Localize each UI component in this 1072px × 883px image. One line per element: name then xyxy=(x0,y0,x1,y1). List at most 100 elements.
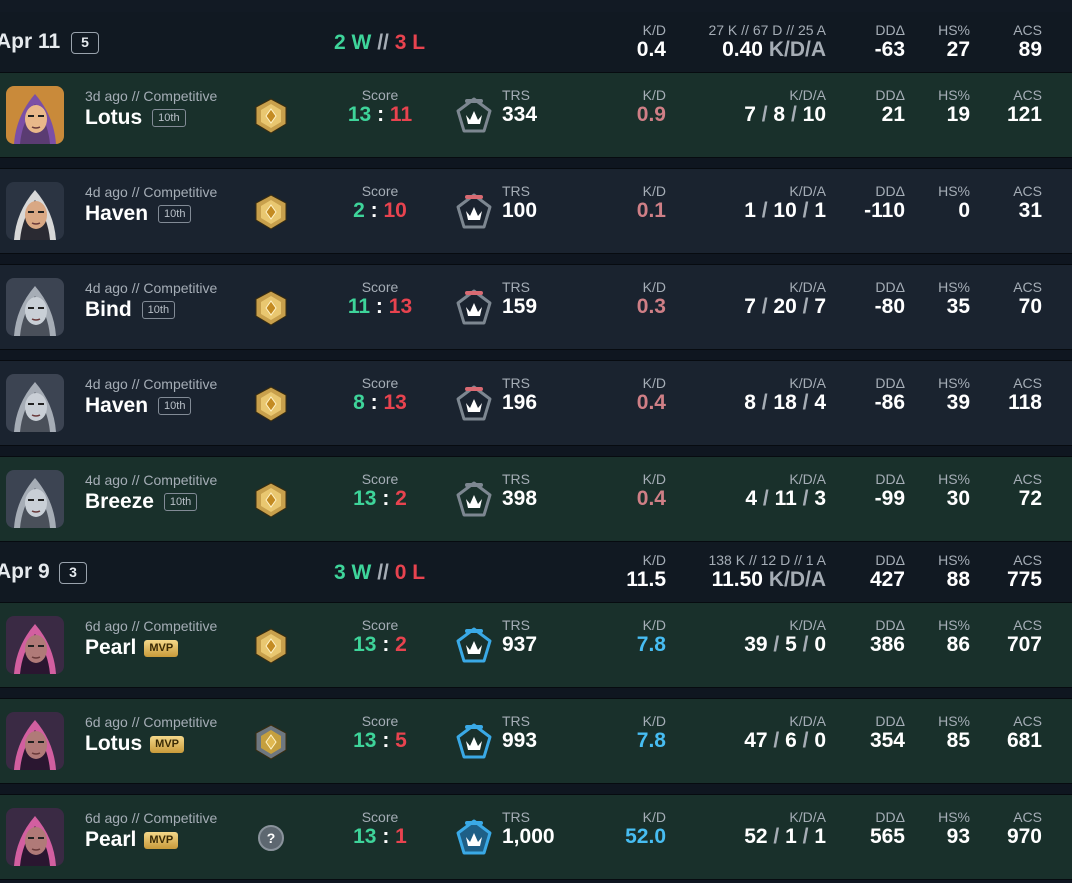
kda-slash: / xyxy=(773,729,780,752)
kd-label: K/D xyxy=(642,471,666,487)
kda-label: K/D/A xyxy=(789,279,826,295)
match-meta: 6d ago // Competitive xyxy=(85,810,218,826)
assists: 1 xyxy=(814,825,826,848)
score-block: Score 8 : 13 xyxy=(353,375,407,415)
dd-label: DDΔ xyxy=(875,183,905,199)
kd-block: K/D 0.9 xyxy=(637,87,666,127)
kda-slash: / xyxy=(762,487,769,510)
assists: 4 xyxy=(814,391,826,414)
score-team: 13 xyxy=(353,487,377,510)
dd-value: -80 xyxy=(874,295,905,318)
dd-block: DDΔ 21 xyxy=(875,87,905,127)
score-block: Score 13 : 11 xyxy=(348,87,412,127)
unknown-rank-icon: ? xyxy=(258,825,284,851)
score-enemy: 2 xyxy=(395,487,407,510)
dd-block: DDΔ -80 xyxy=(875,279,905,319)
rank-icon xyxy=(252,723,290,761)
hs-value: 86 xyxy=(946,633,970,656)
dd-label: DDΔ xyxy=(875,279,905,295)
map-name-row: Lotus 10th xyxy=(85,106,186,130)
map-name-row: Lotus MVP xyxy=(85,732,184,756)
match-row[interactable]: 6d ago // Competitive Pearl MVP ? Score 1… xyxy=(0,794,1072,880)
match-row[interactable]: 6d ago // Competitive Pearl MVP Score 13 … xyxy=(0,602,1072,688)
kda-slash: / xyxy=(761,103,768,126)
trs-label: TRS xyxy=(502,471,530,487)
assists: 3 xyxy=(814,487,826,510)
day-kda: 27 K // 67 D // 25 A 0.40 K/D/A xyxy=(708,22,826,62)
match-row[interactable]: 6d ago // Competitive Lotus MVP Score 13 … xyxy=(0,698,1072,784)
kills: 1 xyxy=(744,199,756,222)
acs-block: ACS 681 xyxy=(1007,713,1042,753)
match-row[interactable]: 4d ago // Competitive Haven 10th Score 2 … xyxy=(0,168,1072,254)
map-name: Bind xyxy=(85,298,132,321)
hs-label: HS% xyxy=(938,22,970,38)
hs-value: 27 xyxy=(946,38,970,61)
acs-label: ACS xyxy=(1013,552,1042,568)
kda-label: K/D/A xyxy=(789,375,826,391)
trs-value: 159 xyxy=(502,295,538,318)
kda-suffix: K/D/A xyxy=(768,38,826,61)
match-count-badge: 3 xyxy=(59,562,87,584)
acs-value: 707 xyxy=(1006,633,1042,656)
match-row[interactable]: 4d ago // Competitive Breeze 10th Score 1… xyxy=(0,456,1072,542)
kda-slash: / xyxy=(790,103,797,126)
match-meta: 4d ago // Competitive xyxy=(85,184,218,200)
match-meta: 4d ago // Competitive xyxy=(85,280,218,296)
trs-block: TRS 196 xyxy=(502,375,537,415)
assists: 0 xyxy=(814,729,826,752)
kda-block: K/D/A 52 / 1 / 1 xyxy=(744,809,826,849)
match-meta: 4d ago // Competitive xyxy=(85,376,218,392)
acs-label: ACS xyxy=(1013,809,1042,825)
day-acs: ACS 89 xyxy=(1013,22,1042,62)
match-row[interactable]: 4d ago // Competitive Haven 10th Score 8 … xyxy=(0,360,1072,446)
map-name: Haven xyxy=(85,394,149,417)
score-team: 2 xyxy=(353,199,365,222)
kda-slash: / xyxy=(761,295,768,318)
trs-label: TRS xyxy=(502,279,530,295)
trs-block: TRS 334 xyxy=(502,87,537,127)
dd-label: DDΔ xyxy=(875,809,905,825)
score-separator: : xyxy=(382,825,390,848)
day-hs: HS% 27 xyxy=(938,22,970,62)
agent-portrait-icon xyxy=(6,616,64,674)
acs-block: ACS 970 xyxy=(1007,809,1042,849)
kd-block: K/D 7.8 xyxy=(637,713,666,753)
kda-suffix: K/D/A xyxy=(768,568,826,591)
losses-count: 3 L xyxy=(394,31,426,54)
mvp-badge: MVP xyxy=(150,735,184,753)
dd-label: DDΔ xyxy=(875,375,905,391)
trs-block: TRS 100 xyxy=(502,183,537,223)
map-name-row: Breeze 10th xyxy=(85,490,198,514)
match-row[interactable]: 3d ago // Competitive Lotus 10th Score 13… xyxy=(0,72,1072,158)
kda-slash: / xyxy=(802,633,809,656)
assists: 7 xyxy=(814,295,826,318)
acs-block: ACS 118 xyxy=(1008,375,1042,415)
acs-value: 775 xyxy=(1006,568,1042,591)
match-row[interactable]: 4d ago // Competitive Bind 10th Score 11 … xyxy=(0,264,1072,350)
dd-value: 427 xyxy=(869,568,905,591)
day-header: Apr 11 5 2 W // 3 L K/D 0.4 27 K // 67 D… xyxy=(0,12,1072,72)
kd-value: 11.5 xyxy=(626,568,666,591)
kda-label: K/D/A xyxy=(789,713,826,729)
acs-value: 31 xyxy=(1018,199,1042,222)
trs-value: 1,000 xyxy=(502,825,555,848)
day-acs: ACS 775 xyxy=(1007,552,1042,592)
trs-value: 993 xyxy=(502,729,538,752)
placement-badge: 10th xyxy=(141,301,176,319)
score-label: Score xyxy=(361,87,399,103)
trs-tier-icon xyxy=(454,288,494,328)
deaths: 6 xyxy=(785,729,797,752)
acs-label: ACS xyxy=(1013,279,1042,295)
agent-portrait-icon xyxy=(6,86,64,144)
hs-value: 35 xyxy=(946,295,970,318)
match-meta: 3d ago // Competitive xyxy=(85,88,218,104)
acs-label: ACS xyxy=(1013,375,1042,391)
score-separator: : xyxy=(382,633,390,656)
acs-block: ACS 72 xyxy=(1013,471,1042,511)
acs-block: ACS 70 xyxy=(1013,279,1042,319)
score-enemy: 10 xyxy=(383,199,407,222)
rank-icon xyxy=(252,385,290,423)
acs-label: ACS xyxy=(1013,617,1042,633)
rank-icon xyxy=(252,481,290,519)
deaths: 10 xyxy=(773,199,797,222)
